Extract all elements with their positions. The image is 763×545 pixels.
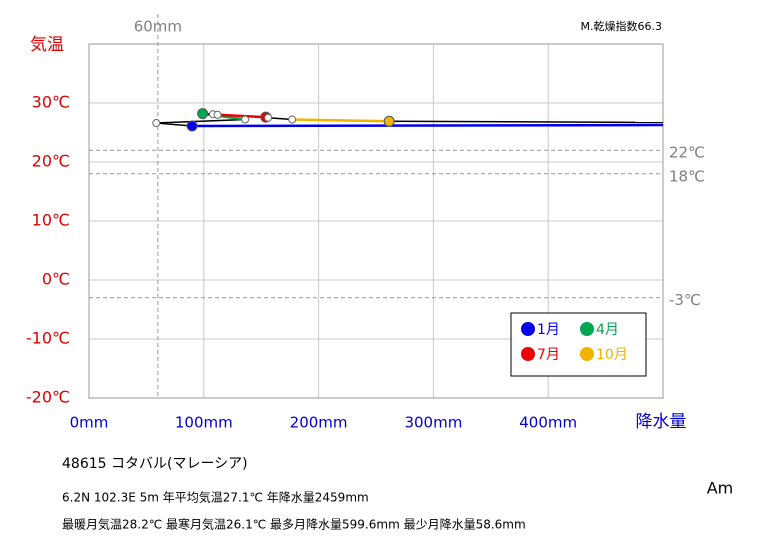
x-tick-label: 300mm (404, 414, 462, 432)
y-tick-label: -10℃ (26, 329, 70, 348)
y-tick-label: 10℃ (32, 211, 70, 230)
reference-label: 18℃ (669, 167, 705, 185)
legend-label: 10月 (596, 347, 628, 363)
chart-title: 48615 コタバル(マレーシア) (62, 456, 248, 472)
climate-class: Am (707, 479, 734, 498)
data-point (383, 115, 395, 127)
data-point (288, 115, 297, 124)
data-point (241, 115, 250, 124)
plot-border (88, 43, 664, 399)
legend-label: 4月 (596, 322, 619, 338)
x-tick-label: 200mm (290, 414, 348, 432)
data-point (152, 119, 161, 128)
x-tick-label: 400mm (519, 414, 577, 432)
legend-label: 1月 (537, 322, 560, 338)
reference-label: -3℃ (669, 291, 701, 309)
y-axis-label: 気温 (30, 35, 64, 55)
reference-label: 22℃ (669, 144, 705, 162)
data-point (264, 113, 273, 122)
legend-marker (521, 347, 535, 361)
legend-marker (521, 322, 535, 336)
legend-marker (580, 322, 594, 336)
legend-marker (580, 347, 594, 361)
line-segment (217, 113, 266, 119)
line-segment (292, 118, 390, 123)
line-segment (389, 120, 663, 124)
y-tick-label: -20℃ (26, 388, 70, 407)
y-tick-label: 0℃ (42, 270, 70, 289)
plot-area (152, 108, 663, 132)
legend-label: 7月 (537, 347, 560, 363)
line-segment (192, 123, 663, 128)
y-tick-label: 20℃ (32, 152, 70, 171)
y-tick-label: 30℃ (32, 93, 70, 112)
data-point (197, 108, 209, 120)
info-line: 6.2N 102.3E 5m 年平均気温27.1℃ 年降水量2459mm (62, 490, 369, 505)
data-point (213, 110, 222, 119)
x-tick-label: 0mm (70, 414, 109, 432)
reference-label: 60mm (134, 18, 182, 36)
x-axis-label: 降水量 (636, 412, 687, 432)
legend-box (510, 312, 647, 377)
aridity-index: M.乾燥指数66.3 (581, 19, 662, 33)
x-tick-label: 100mm (175, 414, 233, 432)
line-segment (156, 118, 246, 124)
data-point (186, 120, 198, 132)
line-segment (268, 117, 293, 121)
info-line: 最暖月気温28.2℃ 最寒月気温26.1℃ 最多月降水量599.6mm 最少月降… (62, 517, 526, 532)
